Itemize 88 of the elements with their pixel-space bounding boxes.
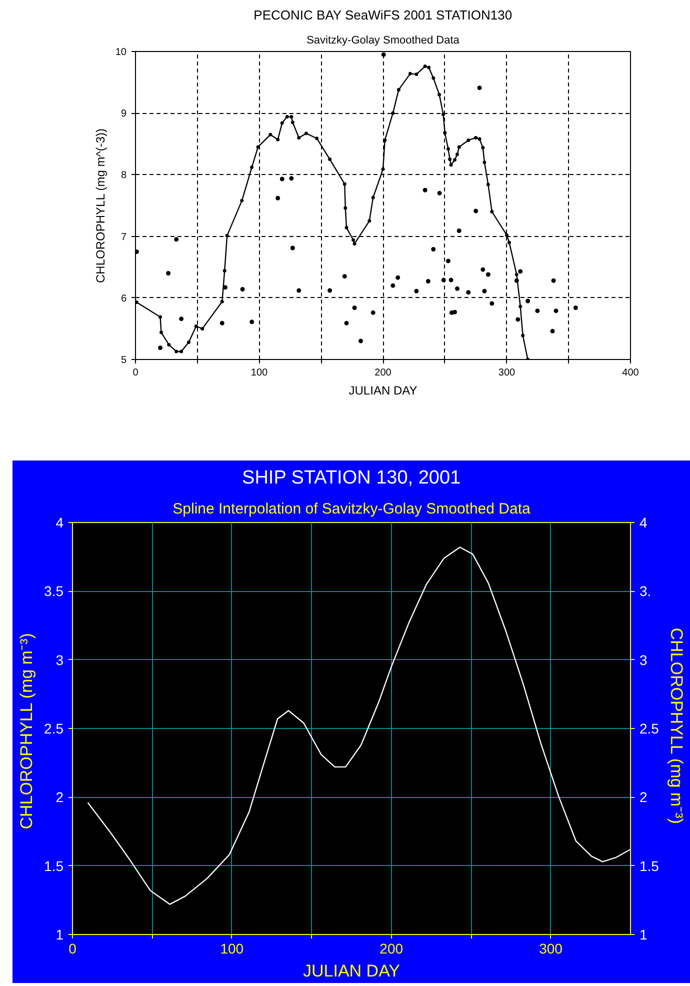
y2-tick-label: 2 <box>640 789 648 806</box>
x-axis-title: JULIAN DAY <box>303 962 400 980</box>
point <box>437 190 442 196</box>
y2-tick-label: 3. <box>640 583 652 600</box>
point <box>431 246 436 252</box>
point <box>422 188 428 192</box>
y-tick-label: 5 <box>120 355 127 366</box>
point <box>136 249 139 254</box>
point <box>482 288 487 294</box>
x-tick-label: 200 <box>374 368 392 378</box>
y2-tick-label: 1.5 <box>640 858 660 874</box>
point <box>448 278 454 282</box>
point <box>344 320 349 326</box>
point <box>352 306 357 310</box>
chart-title: SHIP STATION 130, 2001 <box>242 468 461 488</box>
point <box>174 237 179 242</box>
point <box>276 196 280 200</box>
chart-title: PECONIC BAY SeaWiFS 2001 STATION130 <box>254 8 512 22</box>
point <box>452 310 458 314</box>
y-tick-label: 7 <box>120 232 127 243</box>
point <box>551 278 556 283</box>
y-tick-label: 3.5 <box>44 583 64 600</box>
point <box>342 274 347 279</box>
line-series <box>87 546 630 905</box>
chart-subtitle: Savitzky-Golay Smoothed Data <box>306 34 460 46</box>
x-axis-title: JULIAN DAY <box>348 384 418 398</box>
point <box>166 271 171 276</box>
y-tick-label: 4 <box>56 514 64 530</box>
point <box>179 316 184 322</box>
y2-tick-label: 2.5 <box>640 720 660 736</box>
point <box>250 320 254 324</box>
point <box>514 278 519 283</box>
y-tick-label: 2 <box>56 789 64 806</box>
y2-tick-label: 3 <box>640 652 648 668</box>
point <box>573 306 578 310</box>
x-tick-label: 100 <box>220 940 244 956</box>
point <box>240 287 245 292</box>
point <box>414 288 419 294</box>
point <box>456 228 462 234</box>
point <box>554 308 558 314</box>
y-axis-title: CHLOROPHYLL (mg m^(-3)) <box>93 128 108 283</box>
x-tick-label: 100 <box>250 368 268 378</box>
point <box>158 346 162 350</box>
point <box>455 286 460 291</box>
point <box>381 52 386 57</box>
x-tick-label: 400 <box>622 368 640 378</box>
y-tick-label: 2.5 <box>44 720 64 736</box>
point <box>446 258 450 264</box>
point <box>550 328 555 334</box>
point <box>390 283 396 288</box>
point <box>474 208 478 214</box>
x-tick-label: 300 <box>498 368 516 378</box>
point <box>486 272 490 277</box>
y2-tick-label: 4 <box>640 514 648 530</box>
point <box>358 338 363 344</box>
y-tick-label: 1 <box>56 926 64 942</box>
point <box>477 86 482 90</box>
x-tick-label: 0 <box>68 940 77 956</box>
point <box>466 290 471 295</box>
point <box>441 278 446 282</box>
point <box>296 288 302 293</box>
y-tick-label: 3 <box>56 652 64 668</box>
x-tick-label: 0 <box>132 368 139 378</box>
point <box>518 269 523 274</box>
chart-subtitle: Spline Interpolation of Savitzky-Golay Smoothed Data <box>172 500 532 518</box>
point <box>289 176 294 181</box>
y-tick-label: 6 <box>120 293 127 304</box>
y2-axis-title: CHLOROPHYLL (mg m⁻³) <box>666 628 686 824</box>
y-tick-label: 8 <box>120 170 127 182</box>
x-tick-label: 200 <box>380 940 404 956</box>
point <box>280 176 284 182</box>
point <box>370 310 376 315</box>
point <box>535 308 540 314</box>
y2-tick-label: 1 <box>640 926 648 942</box>
point <box>220 320 224 326</box>
point <box>290 246 295 250</box>
point <box>490 301 494 306</box>
point <box>396 275 400 280</box>
x-tick-label: 300 <box>539 940 563 956</box>
point <box>526 298 530 304</box>
point <box>328 288 332 293</box>
y-tick-label: 9 <box>120 108 127 120</box>
y-tick-label: 1.5 <box>44 858 64 874</box>
y-tick-label: 10 <box>115 47 127 58</box>
point <box>426 279 430 284</box>
point <box>480 267 486 272</box>
point <box>516 317 520 322</box>
y-axis-title: CHLOROPHYLL (mg m⁻³) <box>17 633 36 830</box>
